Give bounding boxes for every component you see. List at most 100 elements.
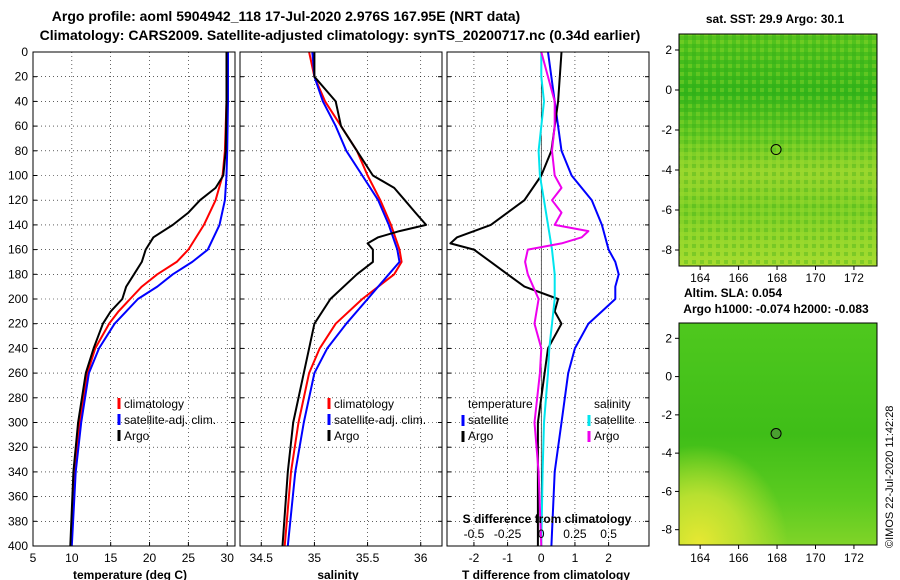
legend-climatology-label: climatology: [334, 397, 394, 411]
legend-argo-label: Argo: [334, 429, 360, 443]
lat-tick-label: 0: [665, 370, 672, 384]
salinity-series: [281, 51, 428, 547]
lat-tick-label: -2: [661, 408, 672, 422]
temperature-axis-label: temperature (deg C): [73, 568, 187, 580]
climatology-line: [283, 51, 403, 547]
imos-timestamp: ©IMOS 22-Jul-2020 11:42:28: [884, 406, 896, 548]
difference-frame: [446, 51, 650, 547]
legend-salinity-title: salinity: [594, 397, 631, 411]
lon-tick-label: 168: [767, 271, 787, 285]
sst-lon-tick-labels: 164 166 168 170 172: [690, 266, 864, 285]
argo-line: [281, 52, 428, 547]
x-tick-label: 20: [143, 551, 157, 565]
depth-tick-label: 20: [15, 70, 29, 84]
t-difference-axis-label: T difference from climatology: [462, 568, 630, 580]
x-tick-label: -2: [469, 551, 480, 565]
x-tick-label: 35.5: [356, 551, 380, 565]
s-diff-tick-label: 0: [538, 527, 545, 541]
sst-map-frame: [678, 33, 878, 267]
lon-tick-label: 170: [805, 271, 825, 285]
legend-climatology-label: climatology: [124, 397, 184, 411]
temperature-grid: [32, 51, 235, 547]
s-difference-axis-label: S difference from climatology: [463, 512, 632, 526]
x-tick-label: 30: [221, 551, 235, 565]
sla-map-title: Altim. SLA: 0.054: [684, 286, 782, 300]
sla-map-subtitle: Argo h1000: -0.074 h2000: -0.083: [683, 302, 869, 316]
depth-tick-label: 240: [8, 341, 28, 355]
depth-tick-label: 120: [8, 193, 28, 207]
depth-tick-label: 320: [8, 440, 28, 454]
depth-tick-label: 380: [8, 514, 28, 528]
figure-title-line1: Argo profile: aoml 5904942_118 17-Jul-20…: [52, 8, 520, 24]
argo-line: [69, 52, 228, 547]
depth-tick-label: 280: [8, 391, 28, 405]
depth-tick-labels: 0 20 40 60 80 100 120 140 160 180 200 220 240 260 280 3…: [8, 45, 28, 553]
lat-tick-label: -8: [661, 243, 672, 257]
difference-series: [449, 51, 620, 547]
s-diff-tick-label: -0.5: [464, 527, 485, 541]
temperature-legend: climatology satellite-adj. clim. Argo: [117, 397, 216, 443]
salinity-frame: [239, 51, 443, 547]
legend-t-argo-label: Argo: [468, 429, 494, 443]
sla-lon-tick-labels: 164 166 168 170 172: [690, 545, 864, 565]
argo-location-marker: [770, 428, 782, 440]
sla-lat-tick-labels: 2 0 -2 -4 -6 -8: [661, 331, 679, 537]
sst-map-title: sat. SST: 29.9 Argo: 30.1: [706, 12, 845, 26]
lon-tick-label: 170: [805, 551, 825, 565]
argo-location-marker: [770, 144, 782, 156]
lon-tick-label: 164: [690, 271, 710, 285]
lat-tick-label: -4: [661, 163, 672, 177]
figure-title-line2: Climatology: CARS2009. Satellite-adjuste…: [40, 27, 641, 43]
s-diff-tick-label: 0.5: [600, 527, 617, 541]
legend-satellite-label: satellite-adj. clim.: [124, 413, 216, 427]
depth-tick-label: 400: [8, 539, 28, 553]
depth-tick-label: 100: [8, 169, 28, 183]
x-tick-label: -1: [502, 551, 513, 565]
x-tick-label: 25: [182, 551, 196, 565]
temperature-frame: [32, 51, 236, 547]
depth-tick-label: 180: [8, 267, 28, 281]
temperature-tick-labels: 5 10 15 20 25 30: [30, 551, 235, 565]
x-tick-label: 0: [538, 551, 545, 565]
x-tick-label: 15: [104, 551, 118, 565]
difference-grid: [447, 51, 649, 547]
x-tick-label: 10: [65, 551, 79, 565]
salinity-panel: 34.5 35 35.5 36 salinity climatology satell…: [239, 51, 443, 580]
satellite-adj-clim--line: [70, 52, 229, 547]
legend-s-satellite-label: satellite: [594, 413, 635, 427]
lon-tick-label: 164: [690, 551, 710, 565]
depth-tick-label: 260: [8, 366, 28, 380]
sla-map: Altim. SLA: 0.054 Argo h1000: -0.074 h20…: [661, 286, 878, 565]
x-tick-label: 1: [572, 551, 579, 565]
legend-temperature-title: temperature: [468, 397, 533, 411]
satellite-adj-clim--line: [286, 51, 401, 547]
sst-lat-tick-labels: 2 0 -2 -4 -6 -8: [661, 43, 679, 257]
salinity-axis-label: salinity: [317, 568, 359, 580]
depth-tick-label: 80: [15, 144, 29, 158]
depth-tick-label: 140: [8, 218, 28, 232]
salinity-satellite-line: [537, 52, 556, 547]
lat-tick-label: -4: [661, 446, 672, 460]
lat-tick-label: -6: [661, 484, 672, 498]
x-tick-label: 34.5: [250, 551, 274, 565]
t-difference-tick-labels: -2 -1 0 1 2: [469, 551, 613, 565]
sla-map-frame: [678, 322, 878, 546]
temperature-satellite-line: [547, 51, 620, 547]
x-tick-label: 35: [308, 551, 322, 565]
lat-tick-label: -2: [661, 123, 672, 137]
sst-map-texture: [679, 34, 877, 266]
x-tick-label: 5: [30, 551, 37, 565]
depth-tick-label: 220: [8, 317, 28, 331]
legend-t-satellite-label: satellite: [468, 413, 509, 427]
s-difference-tick-labels: -0.5 -0.25 0 0.25 0.5: [464, 527, 618, 541]
legend-satellite-label: satellite-adj. clim.: [334, 413, 426, 427]
depth-tick-label: 0: [21, 45, 28, 59]
depth-tick-label: 160: [8, 243, 28, 257]
lon-tick-label: 172: [844, 551, 864, 565]
s-diff-tick-label: -0.25: [494, 527, 522, 541]
depth-tick-label: 300: [8, 416, 28, 430]
lat-tick-label: -6: [661, 203, 672, 217]
x-tick-label: 2: [605, 551, 612, 565]
temperature-argo-line: [449, 51, 563, 546]
s-diff-tick-label: 0.25: [563, 527, 587, 541]
